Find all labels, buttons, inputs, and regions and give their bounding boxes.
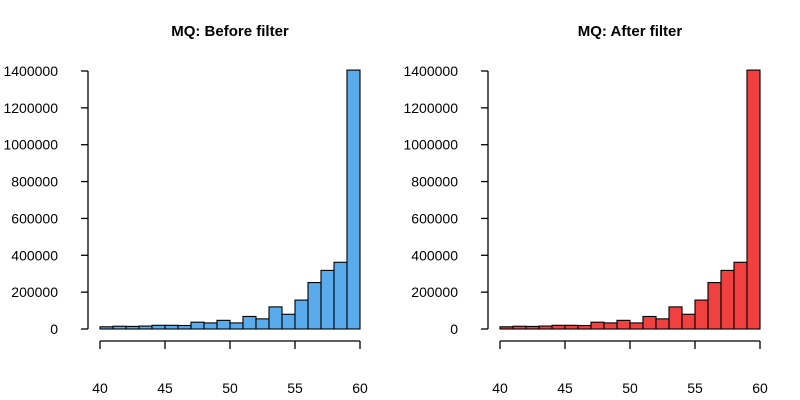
y-tick-label: 600000 <box>411 210 458 226</box>
x-tick-label: 50 <box>222 380 238 396</box>
x-tick-label: 40 <box>492 380 508 396</box>
histogram-bar <box>694 299 709 330</box>
histogram-bar <box>551 324 566 330</box>
histogram-bar <box>499 326 514 330</box>
y-tick-label: 1400000 <box>3 63 58 79</box>
histogram-bar <box>707 282 722 330</box>
histogram-bar <box>590 321 605 330</box>
histogram-bar <box>346 69 361 330</box>
histogram-bar <box>577 324 592 330</box>
histogram-bar <box>733 261 748 330</box>
histogram-bar <box>629 322 644 330</box>
y-tick-label: 1400000 <box>403 63 458 79</box>
histogram-bar <box>125 325 140 330</box>
histogram-bar <box>151 324 166 330</box>
x-tick-label: 50 <box>622 380 638 396</box>
histogram-bar <box>307 282 322 330</box>
y-tick-label: 200000 <box>11 284 58 300</box>
histogram-bar <box>294 299 309 330</box>
histogram-bar <box>333 261 348 330</box>
x-tick-label: 40 <box>92 380 108 396</box>
x-tick-label: 45 <box>157 380 173 396</box>
histogram-bar <box>525 325 540 330</box>
histogram-bar <box>603 322 618 330</box>
histogram-bar <box>229 322 244 330</box>
histogram-bar <box>242 315 257 330</box>
y-tick-label: 1200000 <box>403 100 458 116</box>
y-tick-label: 400000 <box>11 247 58 263</box>
histogram-bar <box>681 313 696 330</box>
histogram-bar <box>320 269 335 330</box>
x-tick-label: 60 <box>352 380 368 396</box>
x-tick-label: 55 <box>687 380 703 396</box>
histogram-before-filter: MQ: Before filter 0 200000 400000 600000 800… <box>3 23 368 396</box>
y-tick-label: 0 <box>450 321 458 337</box>
histogram-bar <box>112 325 127 330</box>
histogram-bar <box>268 306 283 330</box>
x-tick-label: 55 <box>287 380 303 396</box>
y-tick-label: 600000 <box>11 210 58 226</box>
histogram-bar <box>164 324 179 330</box>
histogram-bar <box>720 269 735 330</box>
histogram-bar <box>281 313 296 330</box>
y-tick-label: 200000 <box>411 284 458 300</box>
histogram-bar <box>255 318 270 330</box>
y-tick-label: 800000 <box>411 174 458 190</box>
chart-title-before-filter: MQ: Before filter <box>171 23 289 40</box>
x-tick-label: 45 <box>557 380 573 396</box>
histogram-after-filter: MQ: After filter 0 200000 400000 600000 8000… <box>403 23 768 396</box>
histogram-bar <box>203 322 218 330</box>
histogram-bar <box>138 325 153 330</box>
histogram-bar <box>655 318 670 330</box>
x-tick-label: 60 <box>752 380 768 396</box>
chart-title-after-filter: MQ: After filter <box>578 23 683 40</box>
y-tick-label: 0 <box>50 321 58 337</box>
histogram-bar <box>746 69 761 330</box>
y-tick-label: 1200000 <box>3 100 58 116</box>
histogram-bar <box>216 319 231 330</box>
histogram-bar <box>564 324 579 330</box>
histogram-bar <box>177 324 192 330</box>
y-tick-label: 1000000 <box>3 137 58 153</box>
histogram-bar <box>99 326 114 330</box>
y-tick-label: 400000 <box>411 247 458 263</box>
histogram-bar <box>642 315 657 330</box>
histogram-bar <box>190 321 205 330</box>
histogram-bar <box>538 325 553 330</box>
y-tick-label: 1000000 <box>403 137 458 153</box>
histogram-bar <box>512 325 527 330</box>
y-tick-label: 800000 <box>11 174 58 190</box>
histogram-bar <box>616 319 631 330</box>
histogram-bar <box>668 306 683 330</box>
